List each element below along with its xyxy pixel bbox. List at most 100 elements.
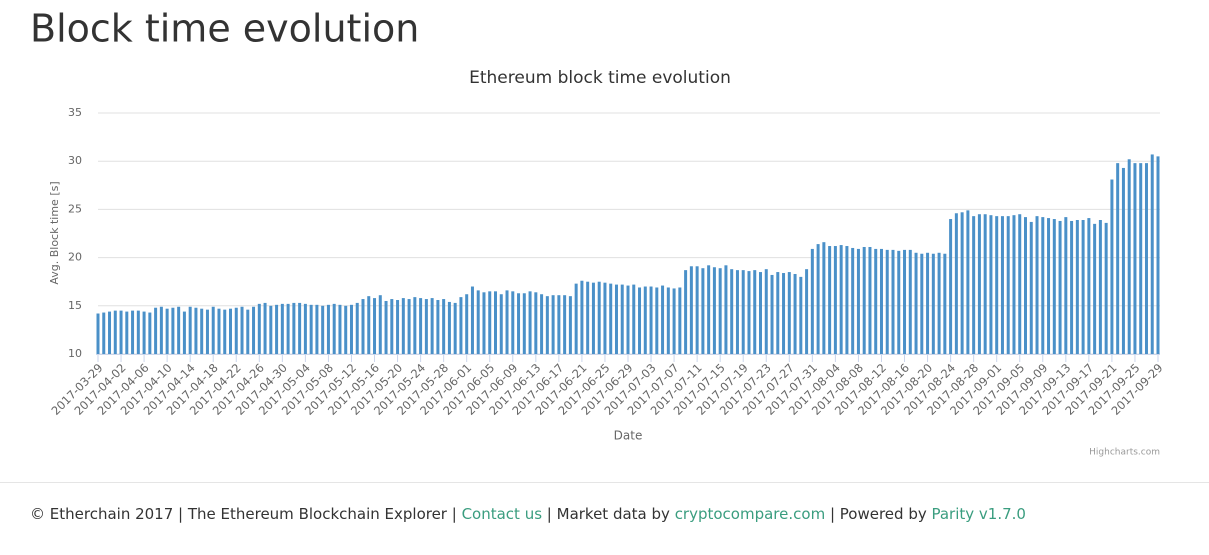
bar (620, 284, 624, 354)
bar (684, 270, 688, 354)
bar (257, 303, 261, 354)
bar (1035, 216, 1039, 354)
bar (856, 248, 860, 354)
bar (718, 268, 722, 354)
bar (557, 295, 561, 354)
bar (326, 304, 330, 354)
bar (931, 253, 935, 354)
bar (1052, 219, 1056, 354)
bar (943, 253, 947, 354)
bar (868, 246, 872, 354)
bar (470, 286, 474, 354)
bar (505, 290, 509, 354)
bar (810, 248, 814, 354)
bar (148, 312, 152, 354)
bar (1047, 218, 1051, 354)
bar (1075, 220, 1079, 354)
bar (1156, 156, 1160, 354)
bar (776, 272, 780, 354)
bar (908, 249, 912, 354)
y-tick-label: 10 (68, 347, 82, 360)
bar (171, 307, 175, 354)
bar (782, 273, 786, 354)
bar (246, 309, 250, 354)
bar (862, 246, 866, 354)
bar (96, 313, 100, 354)
bar (626, 285, 630, 354)
bar (159, 306, 163, 354)
bar (937, 252, 941, 354)
market-link[interactable]: cryptocompare.com (674, 505, 826, 523)
bar (879, 248, 883, 354)
bar (1012, 215, 1016, 354)
bar (292, 302, 296, 354)
bar (1024, 217, 1027, 354)
bar (926, 252, 930, 354)
bar (735, 270, 739, 354)
bar (989, 215, 993, 354)
bar (707, 265, 711, 354)
bar (591, 282, 595, 354)
footer: © Etherchain 2017 | The Ethereum Blockch… (0, 482, 1209, 555)
bar (234, 307, 238, 354)
bar (712, 267, 716, 354)
bar (367, 296, 371, 354)
bar (1081, 220, 1085, 354)
bar (373, 298, 377, 354)
bar (643, 286, 647, 354)
bar (275, 304, 279, 354)
bar (332, 303, 336, 354)
bar (1058, 220, 1062, 354)
bar (1150, 154, 1154, 354)
bar (211, 306, 215, 354)
bar (983, 214, 987, 354)
bar (407, 299, 411, 354)
y-axis-label: Avg. Block time [s] (48, 181, 61, 284)
bar (229, 308, 232, 354)
footer-prefix: © Etherchain 2017 | The Ethereum Blockch… (30, 505, 462, 523)
parity-link[interactable]: Parity v1.7.0 (931, 505, 1026, 523)
bar (315, 304, 319, 354)
bar (764, 269, 768, 354)
bar (914, 252, 918, 354)
bar (453, 302, 457, 354)
bar (574, 283, 578, 354)
bar (1041, 217, 1045, 354)
bar (511, 291, 515, 354)
bar (194, 307, 198, 354)
contact-link[interactable]: Contact us (461, 505, 543, 523)
bar (966, 210, 970, 354)
bar (632, 284, 636, 354)
bar (413, 297, 417, 354)
y-tick-label: 35 (68, 106, 82, 119)
bar (597, 281, 601, 354)
bar (839, 245, 843, 354)
bar (805, 269, 809, 354)
bar (494, 291, 497, 354)
bar (517, 293, 521, 354)
bar (188, 306, 192, 354)
bar (954, 213, 958, 354)
bar (165, 308, 169, 354)
bar (240, 306, 244, 354)
bar (321, 305, 325, 354)
bar (424, 299, 428, 354)
bar (787, 272, 791, 354)
bar (874, 248, 878, 354)
footer-market: | Market data by (542, 505, 675, 523)
bar (897, 250, 901, 354)
x-axis-label: Date (614, 429, 643, 443)
bar (447, 301, 451, 354)
bar (816, 244, 820, 354)
bar (609, 283, 613, 354)
bar (200, 308, 204, 354)
bar (759, 272, 762, 354)
bar (540, 294, 544, 354)
bar (1144, 163, 1148, 354)
bar (131, 310, 135, 354)
bar (695, 266, 699, 354)
bar (298, 302, 302, 354)
footer-text: © Etherchain 2017 | The Ethereum Blockch… (30, 505, 1026, 523)
bar (1127, 159, 1131, 354)
